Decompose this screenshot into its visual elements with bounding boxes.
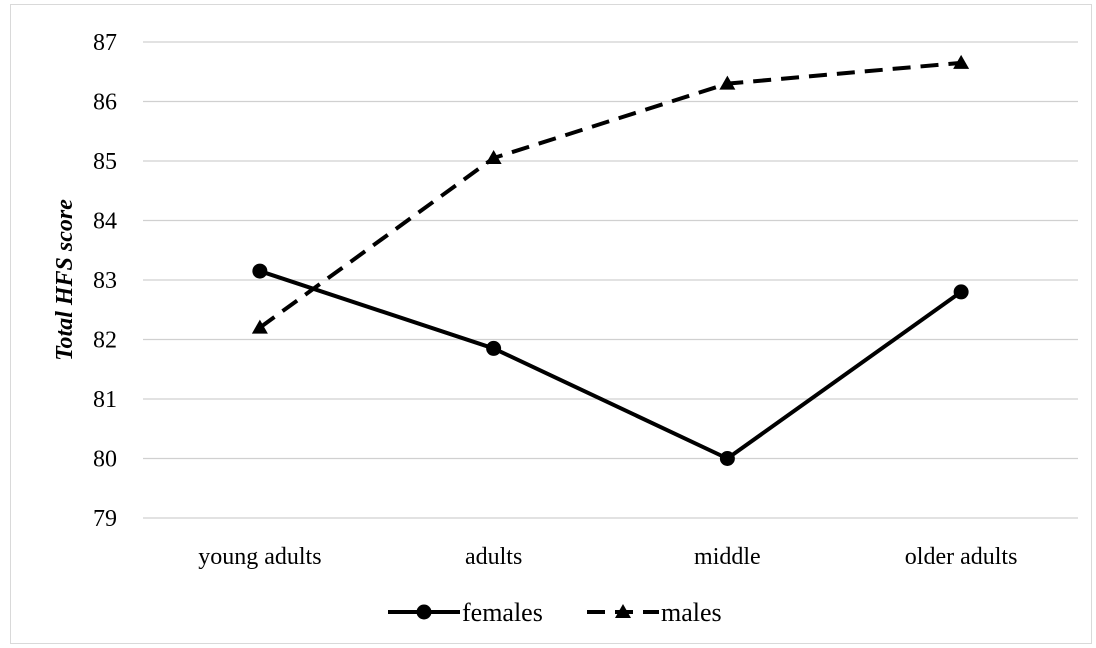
x-axis-tick-labels: young adults adults middle older adults (198, 544, 1017, 570)
y-tick-label: 85 (93, 149, 117, 175)
y-tick-label: 87 (93, 30, 117, 56)
y-tick-label: 80 (93, 447, 117, 473)
legend-item-females: females (388, 598, 543, 627)
legend-item-males: males (587, 598, 722, 627)
y-axis-tick-labels: 79 80 81 82 83 84 85 86 87 (93, 30, 117, 532)
x-tick-label: adults (465, 544, 522, 570)
data-point-males (251, 319, 268, 334)
y-tick-label: 83 (93, 268, 117, 294)
series-males (251, 54, 970, 334)
x-tick-label: middle (694, 544, 761, 570)
series-females (252, 263, 969, 466)
data-point-males (485, 150, 502, 165)
data-point-females (719, 451, 735, 466)
x-tick-label: older adults (905, 544, 1018, 570)
data-point-males (719, 75, 736, 90)
legend-marker-males (615, 604, 631, 618)
gridlines (143, 41, 1078, 519)
legend-label-males: males (661, 598, 722, 627)
chart-frame (10, 4, 1092, 644)
data-point-females (953, 284, 969, 300)
y-tick-label: 86 (93, 90, 117, 116)
y-tick-label: 82 (93, 328, 117, 354)
legend-marker-females (416, 604, 432, 620)
series-line-males (258, 60, 962, 330)
x-tick-label: young adults (198, 544, 321, 570)
legend: females males (388, 598, 722, 627)
y-axis-title: Total HFS score (52, 199, 78, 361)
data-point-females (252, 263, 268, 279)
y-tick-label: 79 (93, 506, 117, 532)
series-line-females (259, 269, 963, 461)
data-point-females (486, 340, 502, 356)
y-tick-label: 81 (93, 387, 117, 413)
y-tick-label: 84 (93, 209, 117, 235)
series-layer (251, 54, 970, 466)
legend-label-females: females (462, 598, 543, 627)
data-point-males (953, 54, 970, 69)
